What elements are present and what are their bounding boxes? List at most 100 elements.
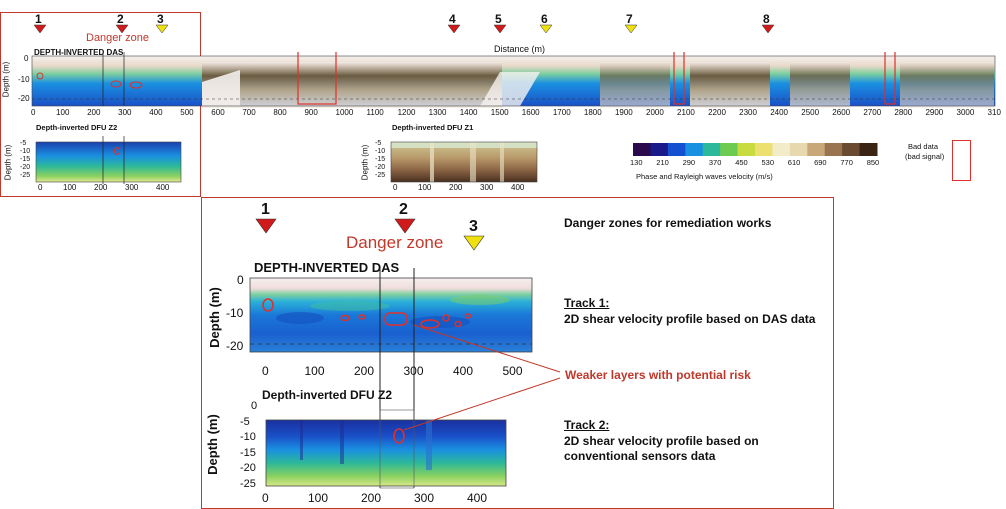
weak-layer-top-1: [36, 72, 44, 80]
zoom-marker-2-triangle: [394, 218, 416, 234]
tick-label: 1900: [614, 108, 633, 117]
das-brown-band-3: [690, 62, 770, 108]
tick-label: -25: [20, 172, 31, 179]
das-white-wedge-2: [480, 72, 540, 106]
tick-label: 100: [63, 183, 77, 192]
das-title-zoom: DEPTH-INVERTED DAS: [254, 260, 400, 275]
tick-label: 690: [814, 158, 827, 167]
tick-label: -20: [240, 462, 256, 474]
legend-color-cell: [859, 143, 878, 156]
marker-6-triangle: [539, 24, 553, 34]
tick-label: 0: [262, 364, 269, 378]
tick-label: 2100: [677, 108, 695, 117]
weak-layer-zoom-3: [358, 314, 366, 320]
tick-label: 300: [414, 491, 435, 505]
legend-color-cell: [824, 143, 843, 156]
tick-label: 1800: [583, 108, 602, 117]
distance-axis-label: Distance (m): [494, 44, 546, 54]
tick-label: 2900: [925, 108, 944, 117]
legend-color-cell: [737, 143, 756, 156]
tick-label: 530: [761, 158, 775, 167]
legend-color-cell: [755, 143, 773, 156]
marker-6-label: 6: [541, 12, 548, 26]
bad-data-label-2: (bad signal): [905, 152, 945, 161]
bad-data-box-2: [673, 52, 685, 105]
tick-label: 450: [735, 158, 748, 167]
tick-label: 200: [449, 183, 463, 192]
tick-label: 900: [304, 108, 318, 117]
tick-label: 130: [630, 158, 643, 167]
weak-layer-z2-zoom: [393, 428, 405, 444]
tick-label: -25: [240, 477, 256, 490]
das-brown-band-4: [790, 62, 850, 108]
y-tick: 0: [24, 54, 29, 63]
weak-layer-zoom-5: [420, 319, 440, 329]
tick-label: 1100: [366, 108, 384, 117]
marker-5-triangle: [493, 24, 507, 34]
legend-color-cell: [720, 143, 739, 156]
tick-label: -10: [226, 306, 244, 320]
tick-label: -5: [240, 415, 250, 428]
bad-data-box-1: [297, 52, 337, 105]
zoom-marker-3-label: 3: [469, 218, 478, 235]
tick-label: 800: [273, 108, 287, 117]
zoom-marker-2-label: 2: [399, 201, 408, 218]
tick-label: 400: [467, 491, 488, 505]
das-brown-band-5: [900, 62, 994, 108]
z2-zoom-inset-box: [379, 409, 415, 489]
marker-3-label: 3: [157, 12, 164, 26]
marker-2-triangle: [115, 24, 129, 34]
y-tick: -10: [18, 75, 30, 84]
marker-3-triangle: [155, 24, 169, 34]
legend-color-cell: [702, 143, 721, 156]
tick-label: 200: [354, 364, 375, 378]
track2-title: Track 2:: [564, 418, 610, 432]
tick-label: -15: [20, 156, 31, 163]
z1-top-plot-area: [391, 142, 537, 182]
tick-label: -15: [240, 446, 256, 459]
tick-label: 850: [866, 158, 880, 167]
tick-label: 210: [656, 158, 669, 167]
annotation-heading: Danger zones for remediation works: [564, 216, 772, 230]
danger-zone-label-zoom: Danger zone: [346, 233, 444, 252]
tick-label: 100: [418, 183, 432, 192]
tick-label: 0: [393, 183, 398, 192]
pointer-line-1: [413, 324, 561, 373]
z2-profile-top: [35, 136, 182, 184]
legend-color-cell: [842, 143, 861, 156]
marker-4-label: 4: [449, 12, 456, 26]
tick-label: 1300: [428, 108, 447, 117]
tick-label: 1700: [552, 108, 571, 117]
weak-layer-zoom-6: [442, 314, 450, 322]
legend-color-cell: [772, 143, 791, 156]
track2-desc-line2: conventional sensors data: [564, 449, 716, 463]
tick-label: 700: [242, 108, 256, 117]
zoom-marker-1-triangle: [255, 218, 277, 234]
tick-label: 400: [453, 364, 474, 378]
weak-layer-zoom-8: [464, 313, 472, 319]
top-marker-triangles: [33, 24, 775, 34]
tick-label: 400: [511, 183, 525, 192]
das-brown-band-2: [600, 62, 670, 108]
legend-color-cell: [667, 143, 686, 156]
tick-label: 1500: [490, 108, 509, 117]
y-tick: -20: [18, 94, 30, 103]
bad-data-label-1: Bad data: [908, 142, 939, 151]
tick-label: 400: [149, 108, 163, 117]
tick-label: 370: [708, 158, 722, 167]
tick-label: 1200: [397, 108, 416, 117]
zoom-marker-3-triangle: [463, 235, 485, 251]
marker-2-label: 2: [117, 12, 124, 26]
tick-label: 100: [308, 491, 329, 505]
legend-color-cell: [685, 143, 704, 156]
weak-layer-z2-top: [114, 147, 120, 155]
tick-label: 500: [180, 108, 194, 117]
tick-label: -5: [375, 140, 382, 147]
tick-label: 2600: [832, 108, 851, 117]
tick-label: -10: [375, 148, 386, 155]
z2-title-zoom: Depth-inverted DFU Z2: [262, 388, 393, 402]
weak-layer-top-2: [110, 80, 122, 88]
tick-label: 0: [38, 183, 43, 192]
bad-data-legend-box: [952, 140, 971, 181]
